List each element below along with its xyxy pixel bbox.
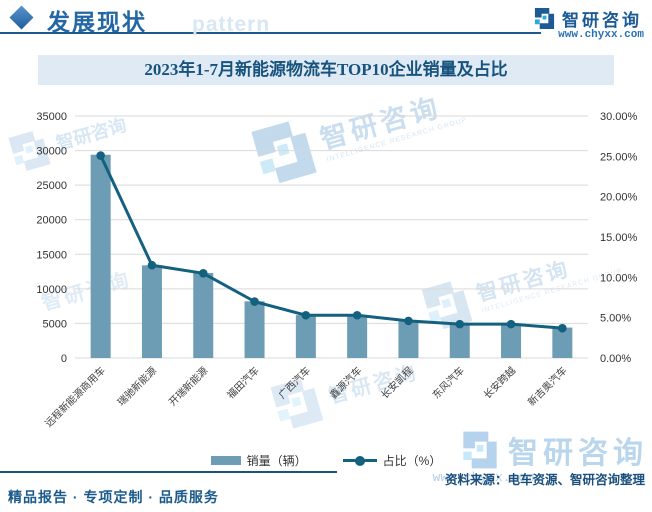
footer-tagline: 精品报告 · 专项定制 · 品质服务 <box>8 489 219 505</box>
left-axis-tick: 0 <box>61 353 67 365</box>
footer-brand-watermark: 智研咨询 <box>460 428 648 472</box>
share-point-新吉奥汽车 <box>558 323 567 333</box>
right-axis-tick: 5.00% <box>600 313 631 325</box>
line-series-swatch <box>342 455 377 466</box>
data-source: 资料来源：电车资源、智研咨询整理 <box>444 473 645 487</box>
chart-legend: 销量（辆） 占比（%） <box>0 452 652 469</box>
right-axis-tick: 25.00% <box>600 151 638 163</box>
share-point-远程新能源商用车 <box>96 151 105 160</box>
share-point-东风汽车 <box>455 319 465 329</box>
share-point-瑞驰新能源 <box>147 260 157 270</box>
left-axis-tick: 10000 <box>36 284 67 296</box>
header-divider <box>0 32 541 34</box>
footer-divider <box>0 471 337 473</box>
legend-label-sales: 销量（辆） <box>246 454 307 468</box>
bar-新吉奥汽车 <box>552 327 573 358</box>
legend-item-sales: 销量（辆） <box>210 452 307 469</box>
header-watermark-text: pattern <box>192 13 271 36</box>
brand-name: 智研咨询 <box>562 11 642 30</box>
category-label: 长安跨越 <box>481 364 518 401</box>
bar-广西汽车 <box>295 315 316 358</box>
category-label: 新吉奥汽车 <box>525 364 570 409</box>
share-point-开瑞新能源 <box>198 269 208 278</box>
zhiyan-logo-watermark-icon <box>463 431 497 469</box>
share-line <box>99 154 563 330</box>
right-axis-tick: 0.00% <box>600 353 631 365</box>
left-axis-tick: 35000 <box>36 111 67 123</box>
bar-鑫源汽车 <box>347 315 368 358</box>
bar-开瑞新能源 <box>193 272 214 358</box>
share-point-长安凯程 <box>404 316 413 326</box>
left-axis-tick: 30000 <box>36 146 67 158</box>
category-label: 鑫源汽车 <box>327 364 364 401</box>
right-axis-tick: 10.00% <box>600 272 638 284</box>
footer-url-watermark: www.chyxx.com <box>432 470 534 485</box>
share-point-福田汽车 <box>250 297 259 306</box>
share-point-长安跨越 <box>506 319 516 329</box>
category-label: 远程新能源商用车 <box>42 364 108 430</box>
right-axis-tick: 15.00% <box>600 232 638 244</box>
bar-远程新能源商用车 <box>90 154 111 358</box>
bar-长安凯程 <box>398 321 419 358</box>
bar-series-swatch <box>210 456 241 465</box>
category-label: 东风汽车 <box>429 364 466 401</box>
bar-长安跨越 <box>501 324 522 358</box>
left-axis-tick: 15000 <box>36 249 67 261</box>
zhiyan-logo-icon <box>534 7 555 30</box>
legend-item-share: 占比（%） <box>342 452 442 469</box>
share-point-广西汽车 <box>301 310 311 320</box>
category-label: 长安凯程 <box>378 364 415 401</box>
chart-title: 2023年1-7月新能源物流车TOP10企业销量及占比 <box>38 55 614 85</box>
share-point-鑫源汽车 <box>352 310 362 320</box>
category-label: 瑞驰新能源 <box>115 364 160 409</box>
left-axis-tick: 25000 <box>36 180 67 192</box>
right-axis-tick: 20.00% <box>600 192 638 204</box>
bar-东风汽车 <box>449 324 470 358</box>
section-title: 发展现状 <box>47 9 147 35</box>
sales-share-chart: 0 5000 10000 15000 20000 25000 30000 35000 0.00%… <box>36 111 638 430</box>
bar-瑞驰新能源 <box>141 265 162 358</box>
category-label: 广西汽车 <box>275 364 312 401</box>
brand-url[interactable]: www.chyxx.com <box>558 29 644 41</box>
diamond-bullet-icon <box>9 5 34 30</box>
footer-watermark-text: 智研咨询 <box>508 437 648 470</box>
right-axis-tick: 30.00% <box>600 111 638 123</box>
legend-label-share: 占比（%） <box>382 454 442 468</box>
category-label: 开瑞新能源 <box>166 364 211 409</box>
left-axis-tick: 5000 <box>43 318 67 330</box>
category-label: 福田汽车 <box>224 364 261 401</box>
bar-福田汽车 <box>244 301 265 358</box>
left-axis-tick: 20000 <box>36 215 67 227</box>
